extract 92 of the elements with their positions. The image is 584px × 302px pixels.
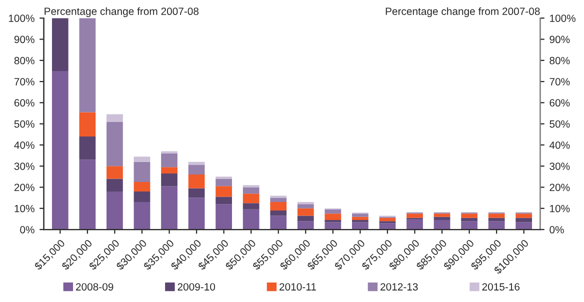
y-tick-label: 50% — [14, 120, 34, 128]
bar — [297, 208, 314, 216]
bar — [461, 221, 478, 230]
y2-tick-label: 60% — [550, 99, 570, 107]
bar — [488, 221, 505, 230]
y-tick-label: 70% — [14, 78, 34, 86]
legend-label: 2010-11 — [280, 283, 316, 291]
bar — [488, 214, 505, 218]
bar — [188, 174, 205, 188]
bar — [161, 167, 178, 174]
bar — [461, 214, 478, 218]
bar — [134, 191, 150, 202]
y2-tick-label: 50% — [550, 120, 570, 128]
bar — [297, 204, 314, 208]
bar — [242, 194, 260, 204]
bar — [242, 187, 260, 194]
bar — [516, 218, 532, 222]
bar — [188, 165, 205, 175]
y-tick-label: 10% — [14, 204, 34, 212]
bar — [188, 188, 205, 198]
bar — [161, 174, 178, 186]
bar — [216, 178, 232, 186]
bar — [216, 196, 232, 204]
bar — [324, 214, 342, 220]
y-tick-label: 30% — [14, 162, 34, 170]
bar — [188, 162, 205, 166]
bar — [270, 198, 287, 202]
bar — [216, 186, 232, 197]
y-tick-label: 60% — [14, 99, 34, 107]
bar — [516, 214, 532, 218]
bar — [188, 198, 205, 230]
y2-tick-label: 100% — [550, 14, 576, 22]
bar — [79, 112, 96, 137]
bar — [52, 18, 68, 71]
y-tick-label: 80% — [14, 56, 34, 64]
bar — [434, 214, 450, 217]
y2-tick-label: 0% — [550, 226, 564, 234]
y2-tick-label: 90% — [550, 36, 570, 44]
bar — [270, 202, 287, 210]
y2-tick-label: 70% — [550, 78, 570, 86]
bar — [161, 153, 178, 168]
bar — [106, 178, 123, 192]
bar — [516, 222, 532, 230]
bar — [79, 18, 96, 112]
bar — [406, 214, 423, 218]
bar — [297, 221, 314, 230]
y2-axis-title: Percentage change from 2007-08 — [386, 7, 540, 18]
y2-tick-label: 10% — [550, 204, 570, 212]
bar — [406, 218, 423, 230]
y-tick-label: 20% — [14, 184, 34, 192]
bar — [270, 210, 287, 216]
bar — [379, 218, 396, 222]
bar — [297, 216, 314, 222]
bar — [134, 162, 150, 182]
bar — [134, 202, 150, 230]
bar — [242, 209, 260, 230]
bar — [270, 216, 287, 230]
bar — [461, 218, 478, 222]
bar — [79, 160, 96, 230]
bar — [106, 122, 123, 166]
bar — [324, 222, 342, 230]
bar — [134, 182, 150, 192]
legend-label: 2015-16 — [482, 283, 520, 291]
bar — [379, 223, 396, 230]
bar — [134, 156, 150, 162]
bar — [352, 214, 368, 217]
bar — [52, 70, 68, 230]
y2-tick-label: 40% — [549, 141, 570, 149]
legend-label: 2012-13 — [380, 283, 418, 291]
bar — [434, 216, 450, 220]
bar — [106, 166, 123, 179]
legend-label: 2008-09 — [76, 283, 114, 291]
bar — [242, 203, 260, 210]
bar — [216, 204, 232, 230]
y-tick-label: 100% — [8, 14, 34, 22]
y2-tick-label: 30% — [550, 162, 570, 170]
bar — [352, 216, 368, 220]
y2-tick-label: 80% — [550, 56, 570, 64]
bar — [352, 222, 368, 230]
y-axis-title: Percentage change from 2007-08 — [44, 7, 199, 18]
y-tick-label: 90% — [14, 36, 34, 44]
y-tick-label: 0% — [20, 226, 34, 234]
y-tick-label: 40% — [14, 141, 34, 149]
bar — [434, 220, 450, 230]
bar — [106, 191, 123, 230]
bar — [79, 136, 96, 160]
bar — [488, 218, 505, 222]
legend-label: 2009-10 — [178, 283, 216, 291]
y2-tick-label: 20% — [550, 184, 570, 192]
bar — [161, 186, 178, 230]
bar — [106, 114, 123, 122]
bar — [324, 209, 342, 214]
